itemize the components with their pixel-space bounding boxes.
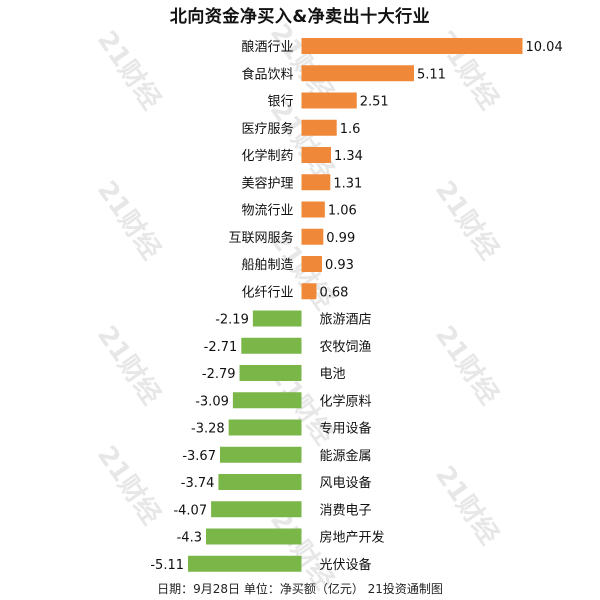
value-label: 10.04 <box>526 40 563 55</box>
bar-19 <box>205 528 302 545</box>
category-label: 旅游酒店 <box>320 313 372 328</box>
watermark-text: 21财经 <box>91 175 167 265</box>
category-label: 光伏设备 <box>320 557 372 573</box>
category-label: 风电设备 <box>320 475 372 491</box>
category-label: 化纤行业 <box>241 285 293 300</box>
value-label: 1.6 <box>340 122 361 137</box>
category-label: 银行 <box>267 95 293 110</box>
category-label: 物流行业 <box>241 204 293 219</box>
bar-10 <box>301 283 317 300</box>
value-label: -4.3 <box>177 531 202 546</box>
bar-7 <box>301 201 325 218</box>
chart-footer: 日期：9月28日 单位：净买额（亿元） 21投资通制图 <box>157 582 443 596</box>
value-label: -2.71 <box>204 340 238 355</box>
watermark-text: 21财经 <box>91 440 167 530</box>
category-label: 能源金属 <box>320 448 372 464</box>
value-label: 2.51 <box>360 95 389 110</box>
category-label: 化学制药 <box>241 148 293 164</box>
bar-9 <box>301 256 322 272</box>
value-label: 0.99 <box>326 231 355 246</box>
watermark-text: 21财经 <box>429 320 505 410</box>
bar-18 <box>211 501 302 518</box>
bar-8 <box>301 228 324 245</box>
bar-4 <box>301 119 337 136</box>
category-label: 消费电子 <box>320 503 372 518</box>
category-label: 专用设备 <box>320 421 372 437</box>
value-label: -3.67 <box>182 449 216 464</box>
bar-6 <box>301 174 331 191</box>
watermark-text: 21财经 <box>429 175 505 265</box>
bar-17 <box>218 474 302 490</box>
bar-11 <box>252 310 302 327</box>
chart-title: 北向资金净买入&净卖出十大行业 <box>169 7 431 27</box>
category-label: 船舶制造 <box>241 257 293 273</box>
bar-14 <box>232 392 302 409</box>
bar-20 <box>188 555 302 572</box>
category-label: 电池 <box>320 367 346 382</box>
bars-layer <box>188 38 523 572</box>
bar-13 <box>239 365 302 381</box>
value-label: -3.28 <box>191 422 225 437</box>
bar-15 <box>228 419 302 436</box>
value-label: 1.06 <box>328 204 357 219</box>
labels-layer: 酿酒行业 10.04 食品饮料 5.11 银行 2.51 医疗服务 1.6 化学制药 1.34 美容… <box>150 39 562 573</box>
value-label: 5.11 <box>417 67 446 82</box>
watermark-text: 21财经 <box>91 320 167 410</box>
category-label: 化学原料 <box>320 393 372 409</box>
category-label: 酿酒行业 <box>241 39 293 55</box>
bar-1 <box>301 38 523 54</box>
value-label: -2.19 <box>215 313 249 328</box>
value-label: -5.11 <box>150 558 184 573</box>
bar-16 <box>219 446 302 463</box>
value-label: 0.93 <box>325 258 354 273</box>
category-label: 美容护理 <box>241 175 293 191</box>
category-label: 互联网服务 <box>228 230 293 246</box>
watermark-text: 21财经 <box>91 25 167 115</box>
value-label: 1.34 <box>334 149 363 164</box>
value-label: 1.31 <box>333 176 362 191</box>
bar-5 <box>301 147 331 163</box>
category-label: 农牧饲渔 <box>320 340 372 355</box>
category-label: 医疗服务 <box>241 121 293 137</box>
category-label: 食品饮料 <box>241 66 293 82</box>
bar-12 <box>241 337 302 354</box>
value-label: -4.07 <box>173 503 207 518</box>
bar-2 <box>301 65 414 82</box>
watermark-text: 21财经 <box>429 460 505 550</box>
value-label: -2.79 <box>202 367 236 382</box>
value-label: -3.09 <box>195 394 229 409</box>
category-label: 房地产开发 <box>320 530 385 546</box>
value-label: -3.74 <box>181 476 215 491</box>
value-label: 0.68 <box>319 285 348 300</box>
bar-3 <box>301 92 357 109</box>
